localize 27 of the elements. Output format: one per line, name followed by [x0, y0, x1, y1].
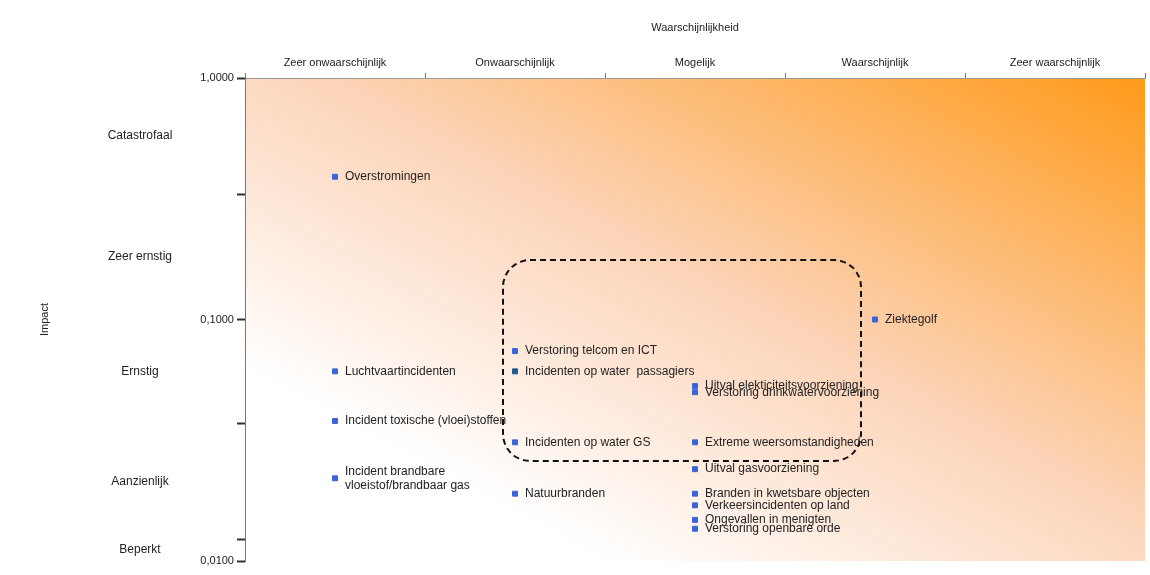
annotation: Overstromingen: [345, 169, 431, 184]
text: Beperkt: [119, 542, 162, 557]
annotation: Verstoring telcom en ICT: [525, 343, 658, 358]
annotation: Incident toxische (vloei)stoffen: [345, 413, 507, 428]
y-tick-label: 0,0100: [200, 554, 234, 567]
annotation: Incident brandbare vloeistof/brandbaar gas: [345, 463, 470, 492]
annotation: Incidenten op water GS: [525, 434, 651, 449]
y-tick-label: 1,0000: [200, 71, 234, 84]
x-tick-label: Onwaarschijnlijk: [475, 56, 556, 69]
annotation: Luchtvaartincidenten: [345, 363, 456, 378]
text: Catastrofaal: [107, 128, 173, 143]
x-tick-label: Zeer waarschijnlijk: [1009, 56, 1101, 69]
text: Impact: [38, 302, 51, 337]
text: Zeer ernstig: [107, 249, 173, 264]
annotation: Natuurbranden: [525, 485, 606, 500]
x-tick-label: Zeer onwaarschijnlijk: [283, 56, 387, 69]
x-tick-label: Waarschijnlijk: [841, 56, 909, 69]
x-axis-title: Waarschijnlijkheid: [651, 21, 739, 34]
annotation: Incidenten op water passagiers: [525, 363, 695, 378]
text: Aanzienlijk: [111, 473, 170, 488]
annotation: Uitval gasvoorziening: [705, 461, 820, 476]
x-tick-label: Mogelijk: [674, 56, 716, 69]
annotation: Extreme weersomstandigheden: [705, 434, 874, 449]
text: Ernstig: [121, 363, 159, 378]
y-tick-label: 0,1000: [200, 312, 234, 325]
annotation: Branden in kwetsbare objecten: [705, 485, 870, 500]
annotation: Ziektegolf: [885, 311, 938, 326]
